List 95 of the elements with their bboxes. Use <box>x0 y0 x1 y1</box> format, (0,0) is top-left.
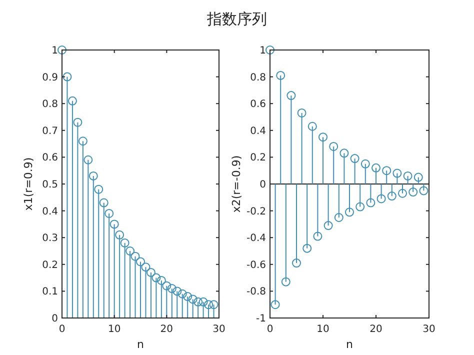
y-axis-title: x1(r=0.9) <box>22 157 35 211</box>
point <box>84 155 93 164</box>
point <box>94 184 104 194</box>
point <box>334 213 344 222</box>
point <box>318 132 328 142</box>
point <box>204 300 214 310</box>
point <box>350 154 360 164</box>
y-tick-label: 0.5 <box>42 180 58 190</box>
point <box>313 232 322 241</box>
point <box>178 289 187 298</box>
point <box>414 172 423 182</box>
point <box>398 188 407 198</box>
point <box>276 70 286 80</box>
point <box>302 244 312 253</box>
point <box>126 246 135 256</box>
point <box>152 273 161 282</box>
x-tick-label: 30 <box>212 324 226 335</box>
point <box>281 277 290 286</box>
point <box>68 96 77 106</box>
x-tick-label: 10 <box>108 324 121 335</box>
point <box>146 268 156 277</box>
y-tick-label: 0.4 <box>42 206 58 218</box>
point <box>172 286 182 296</box>
point <box>73 118 82 127</box>
point <box>78 136 88 146</box>
point <box>188 294 198 304</box>
point <box>345 208 354 217</box>
point <box>58 46 66 54</box>
y-tick-label: -0.2 <box>246 206 266 218</box>
y-tick-label: 0.3 <box>42 233 58 244</box>
x-tick-label: 0 <box>266 324 274 335</box>
x-axis-title: n <box>346 338 354 351</box>
point <box>88 171 98 180</box>
y-axis-title: x2(r=-0.9) <box>230 155 243 213</box>
y-tick-label: 0.4 <box>250 126 266 137</box>
y-tick-label: 0.6 <box>42 152 58 164</box>
point <box>340 148 349 158</box>
point <box>387 192 396 201</box>
y-tick-label: 0 <box>260 180 266 190</box>
x-tick-label: 0 <box>58 324 66 335</box>
point <box>329 142 338 151</box>
chart-title: 指数序列 <box>206 10 267 28</box>
point <box>130 252 140 261</box>
point <box>141 262 150 272</box>
y-tick-label: 0.6 <box>250 99 266 110</box>
y-tick-label: 1 <box>52 46 58 56</box>
point <box>104 208 114 218</box>
point <box>408 188 418 197</box>
y-tick-label: -1 <box>256 314 266 324</box>
y-tick-label: -0.6 <box>246 260 266 271</box>
point <box>286 91 296 100</box>
point <box>120 238 130 248</box>
point <box>292 258 301 268</box>
point <box>360 159 370 168</box>
point <box>308 122 317 131</box>
y-tick-label: 0.9 <box>42 72 58 84</box>
point <box>366 198 376 208</box>
point <box>167 284 176 294</box>
point <box>266 46 274 54</box>
point <box>162 281 172 290</box>
point <box>198 297 208 306</box>
point <box>324 221 333 230</box>
point <box>209 300 218 310</box>
point <box>194 297 203 306</box>
point <box>156 276 166 285</box>
y-tick-label: 1 <box>260 46 266 56</box>
point <box>419 186 428 196</box>
y-tick-label: 0.1 <box>42 286 58 298</box>
y-tick-label: 0.8 <box>42 99 58 110</box>
point <box>110 220 119 229</box>
point <box>99 198 108 208</box>
point <box>372 163 380 172</box>
point <box>356 202 365 212</box>
point <box>183 292 192 302</box>
y-tick-label: -0.4 <box>246 233 266 244</box>
y-tick-label: 0.2 <box>42 260 58 271</box>
x-tick-label: 30 <box>422 324 436 335</box>
point <box>403 171 412 180</box>
point <box>136 257 145 266</box>
point <box>62 72 72 82</box>
point <box>382 166 392 176</box>
point <box>270 300 280 310</box>
y-tick-label: 0 <box>52 314 58 324</box>
y-tick-label: 0.2 <box>250 152 266 164</box>
point <box>115 230 124 240</box>
y-tick-label: -0.8 <box>246 286 266 298</box>
y-tick-label: 0.7 <box>42 126 58 137</box>
x-tick-label: 20 <box>370 324 382 335</box>
point <box>376 194 386 204</box>
x-axis-title: n <box>137 338 144 351</box>
x-tick-label: 10 <box>316 324 330 335</box>
x-tick-label: 20 <box>160 324 174 335</box>
point <box>297 108 306 118</box>
point <box>392 168 402 178</box>
y-tick-label: 0.8 <box>250 72 266 84</box>
